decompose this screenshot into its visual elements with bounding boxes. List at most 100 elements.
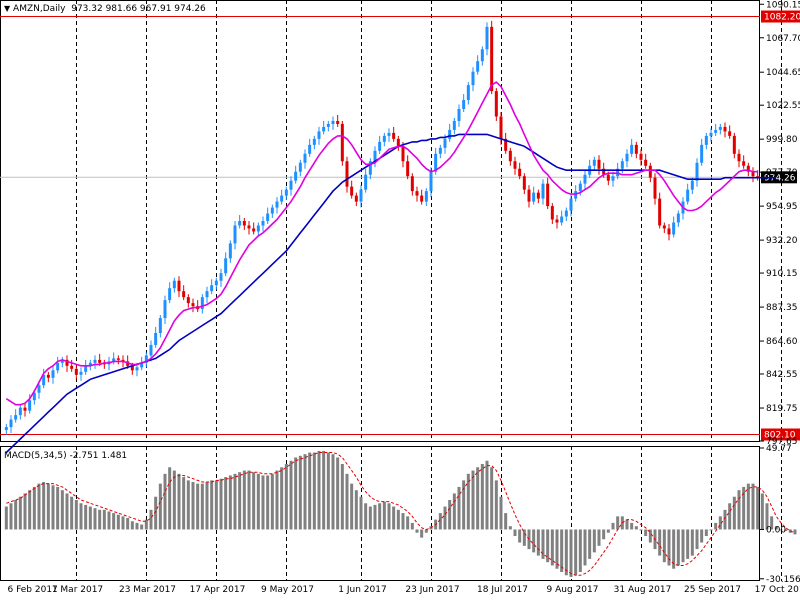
x-tick-label: 9 Aug 2017 xyxy=(547,585,599,595)
y-tick-label: 932.20 xyxy=(766,236,798,246)
macd-bar xyxy=(205,482,209,530)
candle-body xyxy=(70,365,74,369)
macd-bar xyxy=(354,490,358,530)
macd-bar xyxy=(112,513,116,530)
macd-bar xyxy=(256,473,260,530)
macd-bar xyxy=(172,470,176,530)
candle-body xyxy=(630,144,634,154)
candle-body xyxy=(191,303,195,307)
candle-body xyxy=(238,221,242,226)
candle-body xyxy=(462,100,466,110)
candle-body xyxy=(56,362,60,371)
macd-bar xyxy=(252,472,256,530)
macd-bar xyxy=(704,529,708,536)
candle-body xyxy=(37,385,41,393)
candle-body xyxy=(672,222,676,235)
candle-body xyxy=(275,201,279,208)
macd-bar xyxy=(18,496,22,530)
macd-bar xyxy=(84,504,88,530)
macd-bar xyxy=(574,529,578,576)
y-tick-label: 999.80 xyxy=(766,135,798,145)
candle-body xyxy=(424,191,428,202)
candle-body xyxy=(434,153,438,172)
macd-bar xyxy=(494,480,498,530)
candle-body xyxy=(639,153,643,160)
candle-body xyxy=(233,225,237,244)
candle-body xyxy=(723,126,727,132)
candle-body xyxy=(606,174,610,181)
candle-body xyxy=(499,116,503,139)
macd-bar xyxy=(191,482,195,530)
macd-bar xyxy=(648,529,652,543)
x-tick-label: 23 Jun 2017 xyxy=(405,585,459,595)
macd-bar xyxy=(224,477,228,530)
candle-body xyxy=(378,141,382,151)
candle-body xyxy=(662,225,666,229)
candle-body xyxy=(368,161,372,175)
macd-histogram xyxy=(4,450,797,577)
macd-bar xyxy=(322,450,326,530)
macd-bar xyxy=(74,500,78,530)
y-tick-label: 1067.70 xyxy=(766,34,800,44)
macd-bar xyxy=(126,518,130,530)
candle-body xyxy=(205,291,209,298)
macd-bar xyxy=(4,506,8,530)
candle-body xyxy=(732,135,736,154)
candle-body xyxy=(303,153,307,163)
macd-bar xyxy=(438,513,442,530)
macd-bar xyxy=(508,526,512,530)
candle-body xyxy=(653,177,657,199)
candle-body xyxy=(200,297,204,310)
macd-bar xyxy=(466,473,470,530)
macd-bar xyxy=(196,483,200,530)
price-level-tag xyxy=(761,428,800,441)
macd-bar xyxy=(289,460,293,530)
candle-body xyxy=(60,359,64,363)
macd-bar xyxy=(163,473,167,530)
macd-bar xyxy=(658,529,662,556)
macd-bar xyxy=(149,509,153,530)
candle-body xyxy=(387,132,391,136)
candle-body xyxy=(326,123,330,127)
macd-tick-label: 49.77 xyxy=(766,444,792,454)
macd-bar xyxy=(592,529,596,553)
macd-bar xyxy=(79,503,83,530)
candle-body xyxy=(522,176,526,190)
macd-bar xyxy=(331,454,335,530)
candle-body xyxy=(476,61,480,72)
triangle-down-icon[interactable]: ▼ xyxy=(4,4,11,13)
candle-body xyxy=(42,374,46,386)
macd-bar xyxy=(368,506,372,530)
macd-bar xyxy=(336,457,340,530)
macd-bar xyxy=(42,482,46,530)
candle-body xyxy=(396,138,400,147)
candle-body xyxy=(331,120,335,124)
candle-body xyxy=(182,291,186,298)
x-tick-label: 17 Apr 2017 xyxy=(190,585,246,595)
candle-body xyxy=(583,174,587,184)
macd-bar xyxy=(485,460,489,530)
candle-body xyxy=(172,280,176,289)
macd-bar xyxy=(93,508,97,530)
candle-body xyxy=(298,162,302,172)
macd-bar xyxy=(490,467,494,530)
candle-body xyxy=(457,109,461,121)
candle-body xyxy=(242,221,246,226)
macd-bar xyxy=(270,473,274,530)
macd-bar xyxy=(569,529,573,577)
candle-body xyxy=(32,392,36,401)
macd-bar xyxy=(23,493,27,530)
macd-bar xyxy=(476,467,480,530)
fast-moving-average-line xyxy=(5,81,758,406)
candle-body xyxy=(158,318,162,333)
macd-bar xyxy=(9,503,13,530)
macd-bar xyxy=(634,526,638,530)
candle-body xyxy=(84,365,88,372)
candle-body xyxy=(429,171,433,192)
macd-bar xyxy=(606,529,610,533)
candle-body xyxy=(704,135,708,145)
candle-body xyxy=(471,71,475,86)
macd-bar xyxy=(406,516,410,530)
macd-bar xyxy=(471,470,475,530)
